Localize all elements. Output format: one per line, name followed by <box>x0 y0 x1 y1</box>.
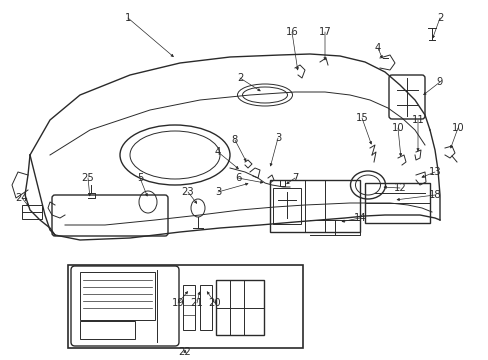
Bar <box>80 272 155 320</box>
Bar <box>216 280 264 335</box>
Bar <box>269 180 359 232</box>
Bar <box>200 285 212 330</box>
Text: 4: 4 <box>214 147 221 157</box>
Text: 14: 14 <box>353 213 366 223</box>
Text: 3: 3 <box>274 133 281 143</box>
Text: 24: 24 <box>16 193 28 203</box>
Text: 5: 5 <box>137 173 143 183</box>
Bar <box>80 321 135 339</box>
Text: 11: 11 <box>411 115 424 125</box>
Text: 10: 10 <box>451 123 464 133</box>
Bar <box>272 188 301 224</box>
Text: 18: 18 <box>428 190 440 200</box>
Text: 10: 10 <box>391 123 404 133</box>
Text: 16: 16 <box>285 27 298 37</box>
Text: 20: 20 <box>208 298 221 308</box>
Bar <box>364 183 429 223</box>
Bar <box>68 265 303 348</box>
Bar <box>22 205 42 219</box>
Text: 3: 3 <box>214 187 221 197</box>
Text: 1: 1 <box>124 13 131 23</box>
Bar <box>216 280 264 308</box>
Text: 17: 17 <box>318 27 331 37</box>
Text: 25: 25 <box>81 173 94 183</box>
Text: 12: 12 <box>393 183 406 193</box>
Bar <box>183 285 195 330</box>
Text: 4: 4 <box>374 43 380 53</box>
Text: 2: 2 <box>236 73 243 83</box>
Text: 13: 13 <box>428 167 440 177</box>
Text: 8: 8 <box>231 135 238 145</box>
Text: 19: 19 <box>171 298 184 308</box>
Text: 15: 15 <box>355 113 367 123</box>
Text: 23: 23 <box>182 187 194 197</box>
Text: 6: 6 <box>234 173 241 183</box>
Bar <box>364 183 429 203</box>
Text: 2: 2 <box>436 13 442 23</box>
Text: 21: 21 <box>190 298 203 308</box>
Text: 7: 7 <box>291 173 298 183</box>
Text: 22: 22 <box>178 347 191 357</box>
Text: 9: 9 <box>436 77 442 87</box>
